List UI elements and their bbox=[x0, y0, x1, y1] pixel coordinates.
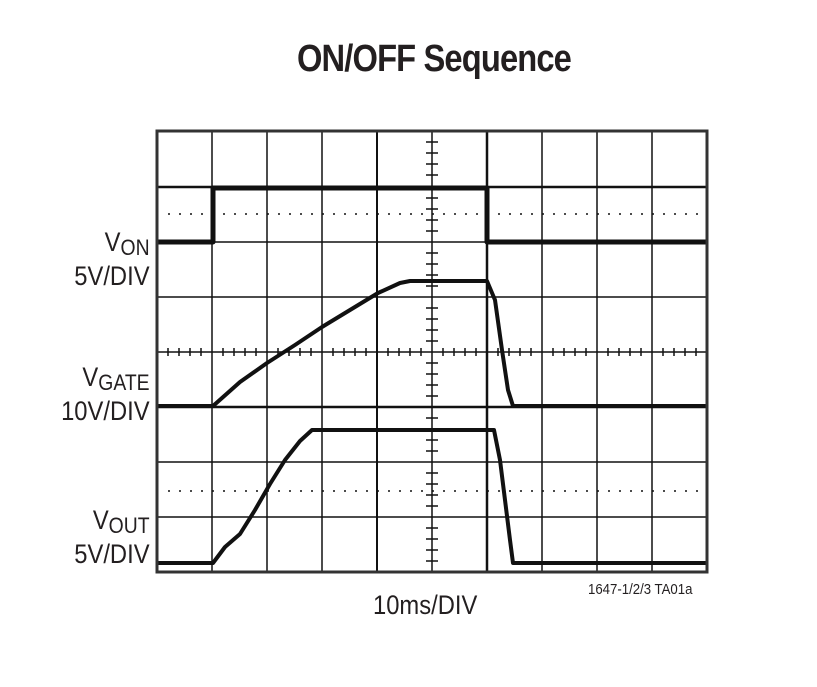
figure-id: 1647-1/2/3 TA01a bbox=[588, 581, 693, 598]
vout-scale: 5V/DIV bbox=[74, 539, 150, 569]
vgate-trace bbox=[158, 279, 706, 408]
vgate-scale: 10V/DIV bbox=[61, 396, 150, 426]
von-label-subscript: ON bbox=[120, 235, 150, 260]
chart-title: ON/OFF Sequence bbox=[296, 38, 572, 80]
von-label-name: V bbox=[105, 227, 121, 257]
vout-label-name: V bbox=[93, 505, 110, 535]
vout-label: VOUT 5V/DIV bbox=[75, 506, 150, 568]
vout-label-subscript: OUT bbox=[109, 513, 150, 538]
traces bbox=[158, 185, 706, 565]
dotted-reference-lines bbox=[168, 213, 707, 492]
plot-frame bbox=[155, 129, 709, 574]
vout-trace bbox=[158, 428, 706, 565]
von-trace bbox=[158, 185, 706, 245]
center-axis-ticks bbox=[167, 141, 697, 562]
vgate-label-name: V bbox=[82, 362, 99, 392]
von-label: VON 5V/DIV bbox=[75, 228, 150, 290]
vgate-label-subscript: GATE bbox=[98, 370, 150, 395]
vgate-label: VGATE 10V/DIV bbox=[62, 363, 150, 425]
x-axis-label: 10ms/DIV bbox=[373, 590, 478, 620]
von-scale: 5V/DIV bbox=[74, 261, 150, 291]
